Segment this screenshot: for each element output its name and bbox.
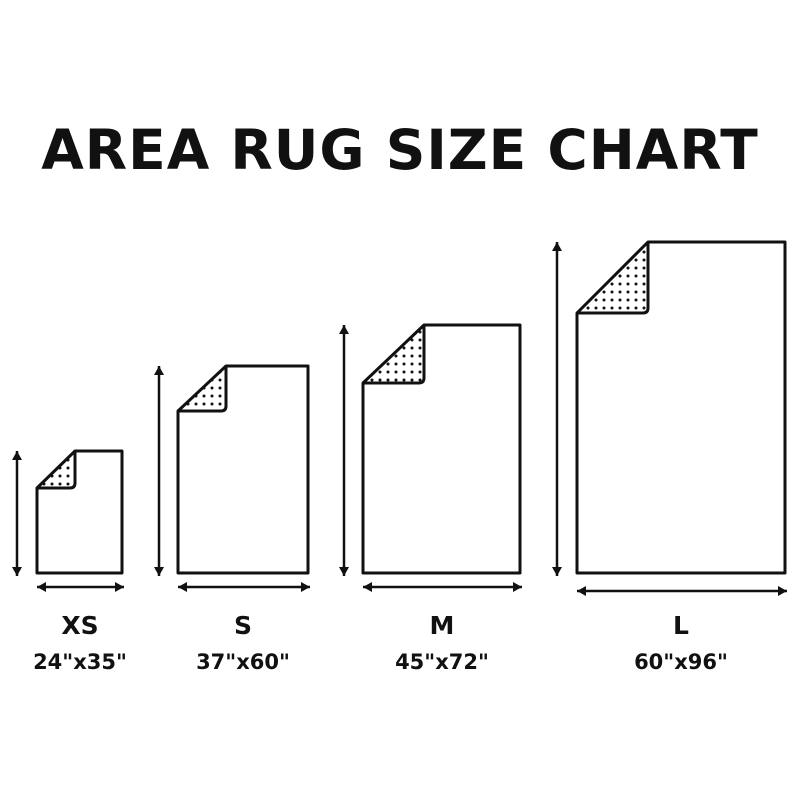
rug-fold-corner-m — [363, 325, 426, 385]
size-dimensions-l: 60"x96" — [634, 650, 728, 674]
length-arrow-xs — [12, 451, 22, 576]
size-label-xs: XS — [61, 611, 99, 640]
rug-fold-pattern-s — [178, 366, 226, 411]
rug-fold-pattern-m — [363, 325, 424, 383]
length-arrow-l — [552, 242, 562, 576]
width-arrow-xs — [37, 582, 124, 592]
rug-fold-corner-xs — [37, 451, 77, 490]
size-label-s: S — [233, 611, 252, 640]
size-label-l: L — [673, 611, 689, 640]
width-arrow-l — [577, 586, 787, 596]
width-arrow-m — [363, 582, 522, 592]
size-dimensions-xs: 24"x35" — [33, 650, 127, 674]
rug-outline-xs — [35, 449, 124, 575]
rug-fold-pattern-l — [577, 242, 648, 313]
size-dimensions-s: 37"x60" — [196, 650, 290, 674]
size-label-m: M — [429, 611, 455, 640]
size-dimensions-m: 45"x72" — [395, 650, 489, 674]
length-arrow-m — [339, 325, 349, 576]
length-arrow-s — [154, 366, 164, 576]
rug-fold-corner-l — [577, 242, 650, 315]
chart-title: AREA RUG SIZE CHART — [41, 118, 759, 182]
width-arrow-s — [178, 582, 310, 592]
rug-fold-corner-s — [178, 366, 228, 413]
rug-fold-pattern-xs — [37, 451, 75, 488]
